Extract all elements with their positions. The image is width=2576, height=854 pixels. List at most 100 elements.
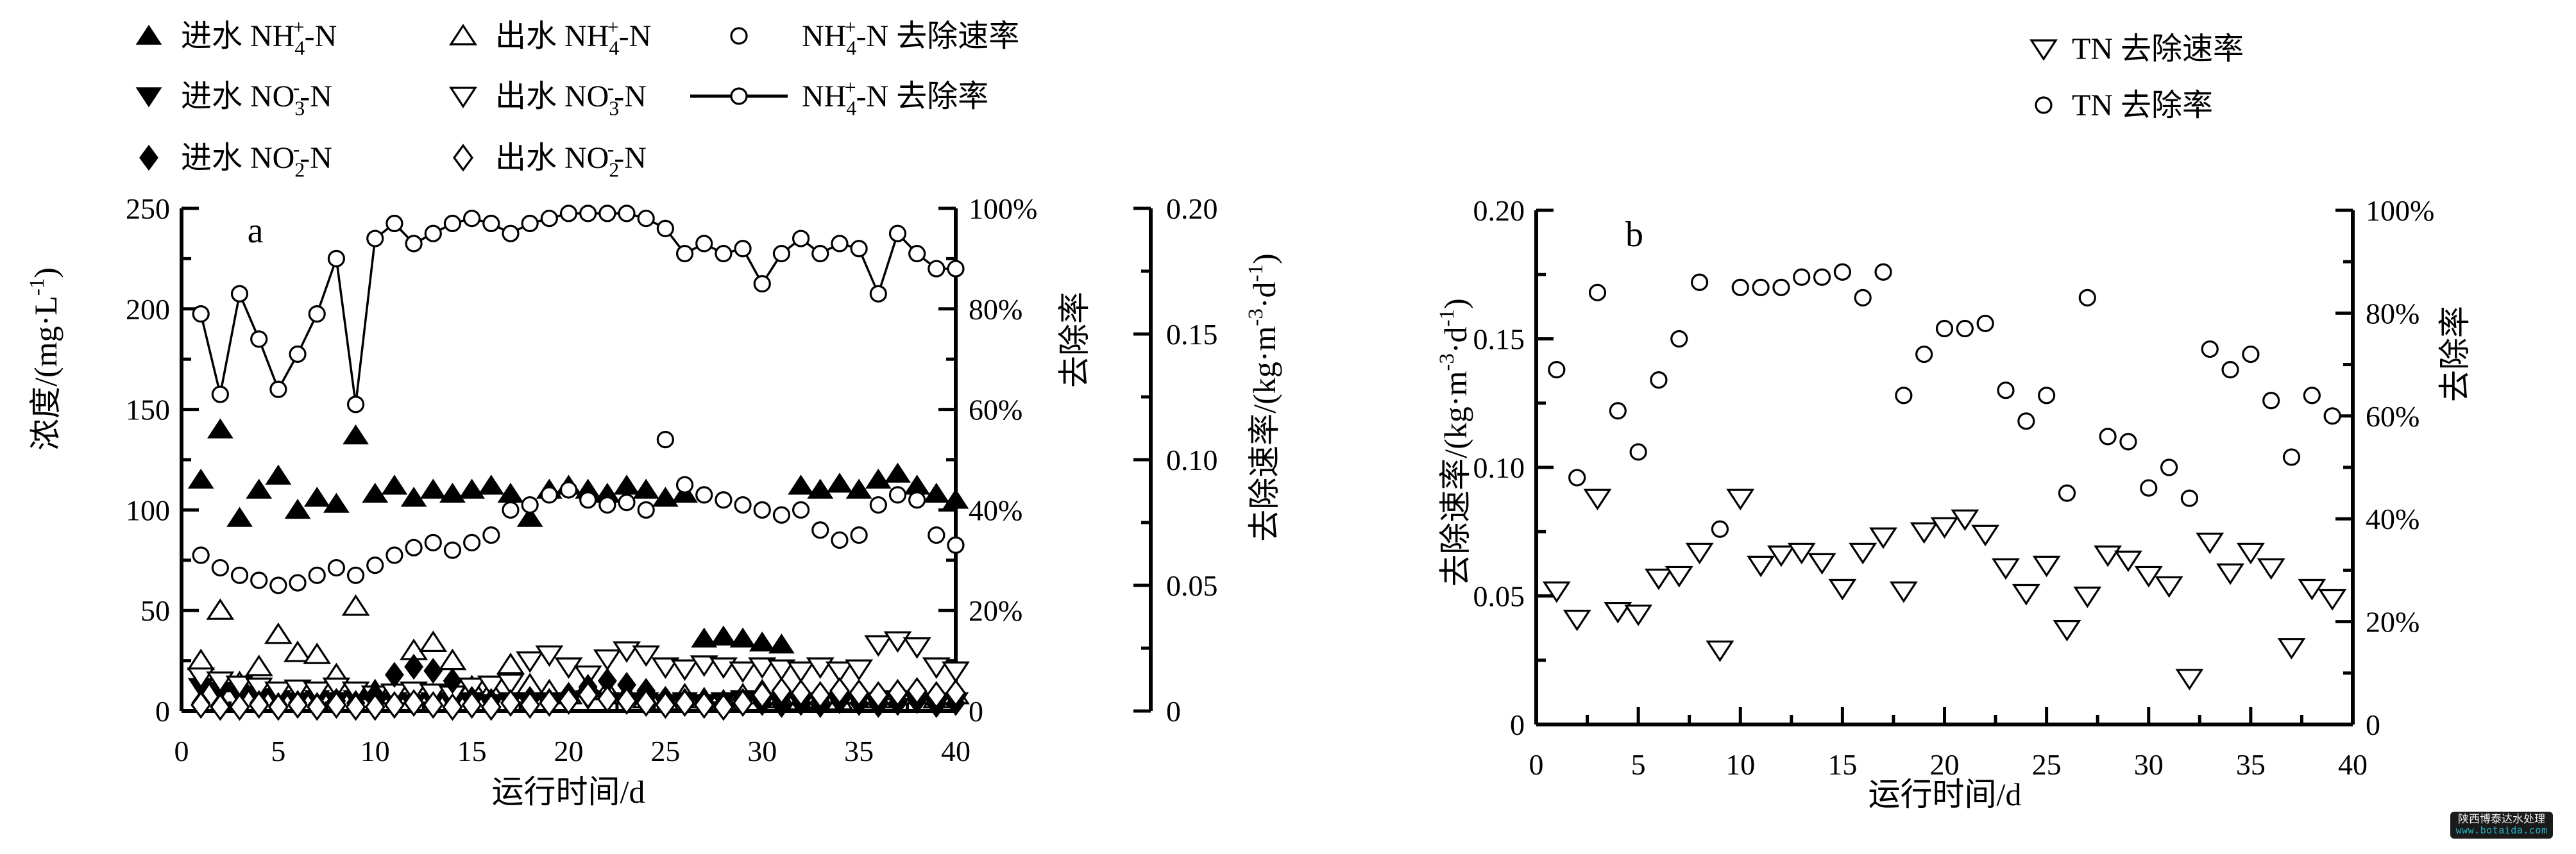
svg-text:b: b bbox=[1625, 215, 1643, 255]
svg-text:浓度/(mg·L-1): 浓度/(mg·L-1) bbox=[26, 267, 64, 451]
svg-text:20: 20 bbox=[554, 735, 584, 767]
svg-text:0: 0 bbox=[1510, 708, 1525, 741]
svg-text:40%: 40% bbox=[2366, 503, 2419, 535]
svg-text:0: 0 bbox=[155, 695, 170, 728]
svg-text:150: 150 bbox=[126, 394, 170, 426]
svg-text:0: 0 bbox=[969, 695, 983, 728]
svg-text:15: 15 bbox=[457, 735, 487, 767]
legend-item-tn-removal-rate: TN 去除速率 bbox=[2029, 32, 2244, 66]
panel-b-label: b bbox=[1625, 215, 1643, 255]
svg-text:去除速率/(kg·m-3·d-1): 去除速率/(kg·m-3·d-1) bbox=[1436, 298, 1473, 586]
svg-text:运行时间/d: 运行时间/d bbox=[1868, 776, 2022, 812]
svg-text:20%: 20% bbox=[969, 594, 1022, 627]
svg-text:250: 250 bbox=[126, 192, 170, 225]
svg-text:NH4+-N 去除率: NH4+-N 去除率 bbox=[802, 76, 988, 120]
svg-text:10: 10 bbox=[360, 735, 390, 767]
svg-text:去除率: 去除率 bbox=[1056, 292, 1092, 388]
svg-text:10: 10 bbox=[1725, 748, 1755, 781]
watermark: 陕西博泰达水处理 www.botaida.com bbox=[2450, 812, 2553, 839]
svg-text:35: 35 bbox=[2236, 748, 2266, 781]
svg-text:NH4+-N 去除速率: NH4+-N 去除速率 bbox=[802, 16, 1019, 60]
legend-item-nh4-removal-pct: NH4+-N 去除率 bbox=[690, 76, 988, 120]
watermark-company: 陕西博泰达水处理 bbox=[2458, 813, 2545, 826]
panel-a-percent-axis-title: 去除率 bbox=[1056, 292, 1092, 388]
svg-text:出水 NO2--N: 出水 NO2--N bbox=[495, 138, 647, 181]
svg-text:0: 0 bbox=[174, 735, 189, 767]
series-tn-removal-rate bbox=[1542, 489, 2347, 691]
watermark-website: www.botaida.com bbox=[2455, 825, 2548, 837]
panel-b: 0 0.05 0.10 0.15 0.20 0 20% 40% 60% 80% 100% 0 5 10 15… bbox=[1436, 32, 2473, 812]
svg-text:100%: 100% bbox=[2366, 194, 2434, 227]
svg-text:出水 NO3--N: 出水 NO3--N bbox=[495, 76, 647, 120]
svg-text:a: a bbox=[248, 211, 264, 251]
series-nh4-removal-pct bbox=[192, 205, 965, 414]
svg-text:100%: 100% bbox=[969, 192, 1037, 225]
svg-text:0.05: 0.05 bbox=[1166, 569, 1218, 602]
panel-a-left-axis-title: 浓度/(mg·L-1) bbox=[26, 267, 64, 451]
svg-text:80%: 80% bbox=[969, 293, 1022, 326]
svg-text:TN 去除率: TN 去除率 bbox=[2072, 88, 2213, 122]
svg-text:40: 40 bbox=[2338, 748, 2368, 781]
svg-text:20: 20 bbox=[1930, 748, 1960, 781]
panel-a-axes: 050100150200250020%40%60%80%100%00.050.1… bbox=[126, 192, 1218, 767]
svg-text:15: 15 bbox=[1827, 748, 1857, 781]
svg-text:0: 0 bbox=[1166, 695, 1181, 728]
panel-b-left-axis-title: 去除速率/(kg·m-3·d-1) bbox=[1436, 298, 1473, 586]
legend-item-outlet-nh4: 出水 NH4+-N bbox=[449, 16, 651, 60]
svg-text:200: 200 bbox=[126, 293, 170, 326]
panel-b-x-axis-title: 运行时间/d bbox=[1868, 776, 2022, 812]
panel-b-percent-axis-title: 去除率 bbox=[2437, 306, 2473, 402]
svg-text:0.15: 0.15 bbox=[1473, 323, 1525, 356]
panel-a: 050100150200250020%40%60%80%100%00.050.1… bbox=[26, 16, 1282, 810]
svg-text:0.15: 0.15 bbox=[1166, 318, 1218, 351]
svg-text:25: 25 bbox=[650, 735, 680, 767]
svg-text:30: 30 bbox=[747, 735, 777, 767]
svg-text:60%: 60% bbox=[969, 394, 1022, 426]
svg-text:0: 0 bbox=[1529, 748, 1544, 781]
panel-b-axes: 0 0.05 0.10 0.15 0.20 0 20% 40% 60% 80% 100% 0 5 10 15… bbox=[1473, 194, 2435, 781]
panel-a-x-axis-title: 运行时间/d bbox=[492, 774, 645, 810]
svg-text:进水 NH4+-N: 进水 NH4+-N bbox=[181, 16, 337, 60]
legend-item-inlet-no2: 进水 NO2--N bbox=[139, 138, 332, 181]
svg-text:35: 35 bbox=[844, 735, 874, 767]
legend-item-outlet-no3: 出水 NO3--N bbox=[449, 76, 647, 120]
series-tn-removal-pct bbox=[1548, 263, 2341, 538]
svg-text:TN 去除速率: TN 去除速率 bbox=[2072, 32, 2244, 66]
series-outlet-no2 bbox=[191, 676, 966, 721]
legend-item-tn-removal-pct: TN 去除率 bbox=[2035, 88, 2213, 122]
legend-item-nh4-removal-rate: NH4+-N 去除速率 bbox=[730, 16, 1019, 60]
svg-text:出水 NH4+-N: 出水 NH4+-N bbox=[495, 16, 651, 60]
legend-item-outlet-no2: 出水 NO2--N bbox=[453, 138, 647, 181]
svg-text:0.20: 0.20 bbox=[1473, 194, 1525, 227]
svg-text:40%: 40% bbox=[969, 494, 1022, 526]
series-nh4-removal-rate bbox=[192, 431, 965, 594]
svg-text:运行时间/d: 运行时间/d bbox=[492, 774, 645, 810]
svg-text:0.05: 0.05 bbox=[1473, 580, 1525, 613]
svg-text:0.10: 0.10 bbox=[1473, 451, 1525, 484]
panel-b-legend: TN 去除速率 TN 去除率 bbox=[2029, 32, 2244, 122]
svg-text:5: 5 bbox=[271, 735, 285, 767]
legend-item-inlet-no3: 进水 NO3--N bbox=[135, 76, 332, 120]
svg-text:进水 NO3--N: 进水 NO3--N bbox=[181, 76, 332, 120]
svg-text:0: 0 bbox=[2366, 708, 2380, 741]
panel-a-rate-axis-title: 去除速率/(kg·m-3·d-1) bbox=[1244, 253, 1282, 541]
svg-text:20%: 20% bbox=[2366, 606, 2419, 639]
svg-text:5: 5 bbox=[1631, 748, 1646, 781]
svg-text:0.10: 0.10 bbox=[1166, 444, 1218, 476]
svg-text:0.20: 0.20 bbox=[1166, 192, 1218, 225]
svg-text:进水 NO2--N: 进水 NO2--N bbox=[181, 138, 332, 181]
svg-text:去除率: 去除率 bbox=[2437, 306, 2473, 402]
legend-item-inlet-nh4: 进水 NH4+-N bbox=[135, 16, 337, 60]
svg-text:80%: 80% bbox=[2366, 297, 2419, 330]
svg-text:25: 25 bbox=[2032, 748, 2062, 781]
svg-text:40: 40 bbox=[941, 735, 970, 767]
svg-text:60%: 60% bbox=[2366, 400, 2419, 433]
svg-text:去除速率/(kg·m-3·d-1): 去除速率/(kg·m-3·d-1) bbox=[1244, 253, 1282, 541]
panel-a-label: a bbox=[248, 211, 264, 251]
svg-text:50: 50 bbox=[140, 594, 170, 627]
svg-text:100: 100 bbox=[126, 494, 170, 526]
svg-text:30: 30 bbox=[2134, 748, 2164, 781]
